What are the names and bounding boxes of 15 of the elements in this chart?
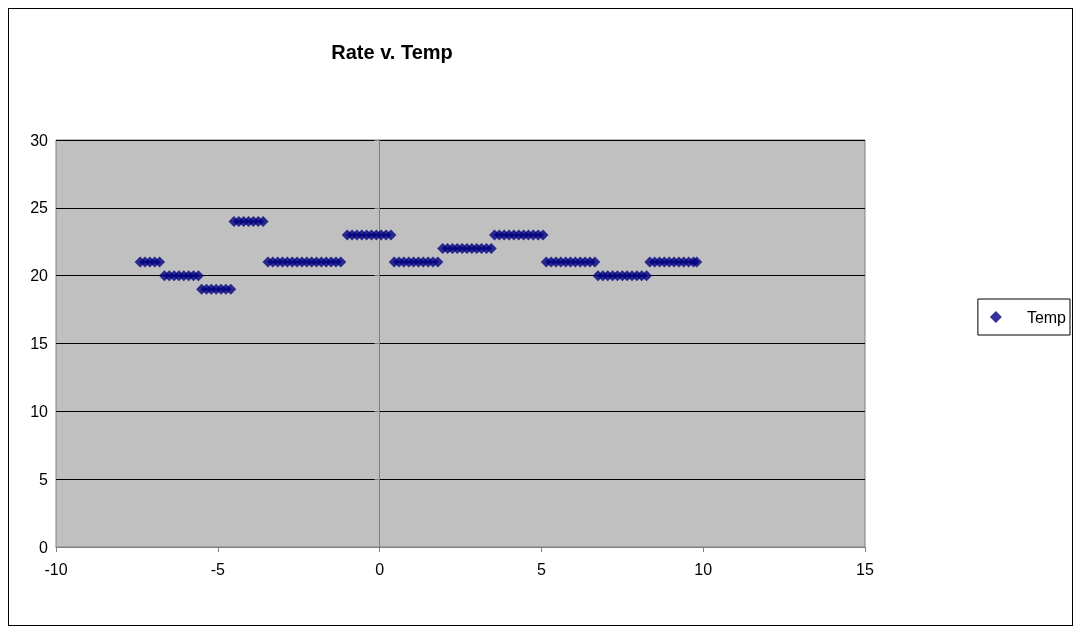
y-tick-label: 25: [30, 199, 49, 217]
y-tick-label: 10: [30, 402, 49, 420]
y-tick-label: 0: [39, 538, 49, 556]
x-tick-label: 5: [536, 560, 546, 578]
x-tick-label: 15: [856, 560, 874, 578]
x-tick-label: 10: [694, 560, 713, 578]
y-tick-label: 20: [30, 267, 49, 285]
x-tick-label: -5: [210, 560, 226, 578]
x-tick-label: 0: [375, 560, 385, 578]
legend-label: Temp: [1026, 308, 1067, 326]
y-tick-label: 5: [39, 470, 49, 488]
y-tick-label: 30: [30, 131, 49, 149]
x-tick-label: -10: [44, 560, 68, 578]
y-tick-label: 15: [30, 335, 49, 352]
chart-title: Rate v. Temp: [331, 41, 453, 63]
